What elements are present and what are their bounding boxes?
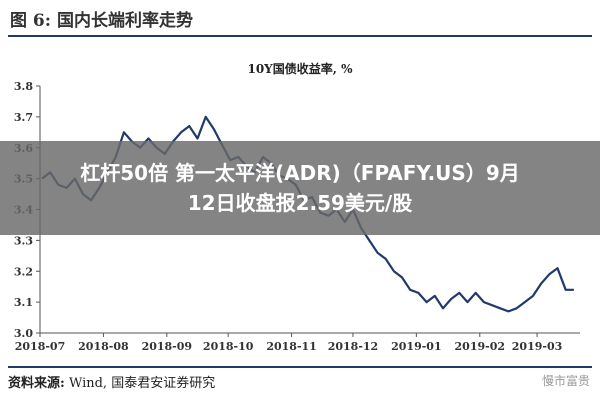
chart-title: 10Y国债收益率, % bbox=[247, 62, 353, 76]
x-tick-label: 2019-03 bbox=[512, 340, 563, 353]
figure-title: 图 6: 国内长端利率走势 bbox=[10, 11, 193, 31]
watermark: 慢市富贵 bbox=[541, 374, 590, 388]
x-tick-label: 2018-10 bbox=[203, 340, 254, 353]
headline-line-1: 杠杆50倍 第一太平洋(ADR)（FPAFY.US）9月 bbox=[80, 161, 520, 185]
x-tick-label: 2018-09 bbox=[142, 340, 193, 353]
source-label: 资料来源: bbox=[8, 376, 65, 391]
x-tick-label: 2019-02 bbox=[455, 340, 506, 353]
x-tick-label: 2018-12 bbox=[328, 340, 379, 353]
source-note: 资料来源: Wind, 国泰君安证券研究 bbox=[8, 372, 215, 391]
y-tick-label: 3.2 bbox=[14, 265, 33, 278]
y-tick-label: 3.7 bbox=[14, 111, 33, 124]
x-axis-ticks: 2018-07 2018-08 2018-09 2018-10 2018-11 2018-… bbox=[15, 333, 563, 353]
y-tick-label: 3.0 bbox=[14, 327, 33, 340]
y-tick-label: 3.3 bbox=[14, 234, 33, 247]
headline-overlay[interactable]: 杠杆50倍 第一太平洋(ADR)（FPAFY.US）9月 12日收盘报2.59美… bbox=[0, 141, 600, 235]
source-text: Wind, 国泰君安证券研究 bbox=[64, 376, 216, 391]
x-tick-label: 2018-07 bbox=[15, 340, 66, 353]
x-tick-label: 2019-01 bbox=[391, 340, 442, 353]
x-tick-label: 2018-08 bbox=[78, 340, 129, 353]
top-rule bbox=[8, 35, 592, 37]
y-tick-label: 3.1 bbox=[14, 296, 33, 309]
headline-line-2: 12日收盘报2.59美元/股 bbox=[187, 191, 413, 215]
y-tick-label: 3.8 bbox=[14, 80, 33, 93]
x-tick-label: 2018-11 bbox=[266, 340, 317, 353]
bottom-rule bbox=[8, 366, 592, 368]
